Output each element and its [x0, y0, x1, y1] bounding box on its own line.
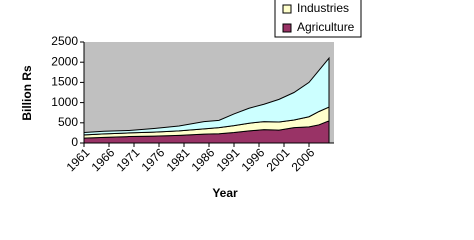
y-tick-label: 1000 [51, 95, 78, 109]
x-tick-label: 1966 [89, 145, 118, 174]
x-tick-label: 1996 [239, 145, 268, 174]
legend-label: Industries [297, 1, 349, 15]
x-tick-label: 2006 [289, 145, 318, 174]
x-tick-label: 1961 [64, 145, 93, 174]
y-axis-label: Billion Rs [20, 65, 34, 121]
x-tick-label: 2001 [264, 145, 293, 174]
x-tick-label: 1981 [164, 145, 193, 174]
chart: Billion Rs Year 0 500 1000 1500 2000 2500 1961… [20, 0, 362, 200]
x-tick-label: 1971 [114, 145, 143, 174]
x-tick-label: 1976 [139, 145, 168, 174]
y-tick-label: 0 [71, 135, 78, 149]
x-tick-label: 1986 [189, 145, 218, 174]
y-tick-label: 2500 [51, 34, 78, 48]
x-tick-label: 1991 [214, 145, 243, 174]
y-tick-label: 500 [58, 115, 78, 129]
legend-label: Agriculture [297, 20, 355, 34]
x-axis-label: Year [212, 186, 238, 200]
area [83, 56, 330, 136]
legend-swatch [282, 4, 292, 14]
legend-swatch [282, 23, 292, 33]
y-tick-label: 2000 [51, 54, 78, 68]
y-tick-label: 1500 [51, 75, 78, 89]
